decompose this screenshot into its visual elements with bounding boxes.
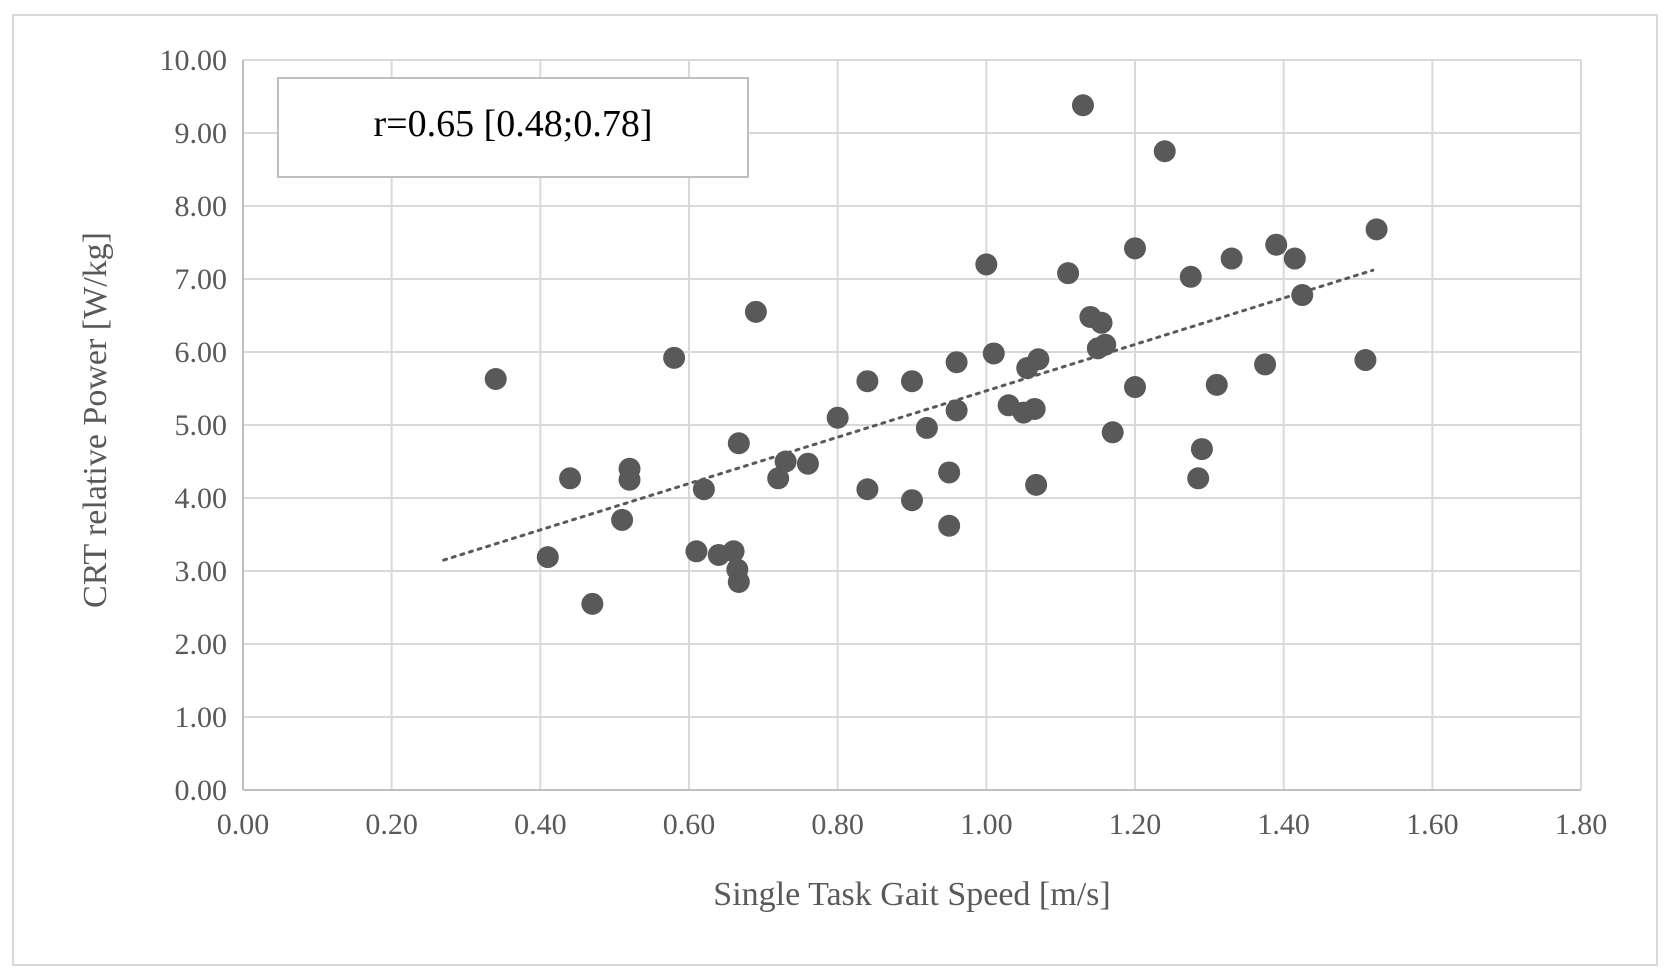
data-point xyxy=(1190,438,1213,461)
x-tick-label: 1.20 xyxy=(1109,808,1162,841)
data-point xyxy=(1205,373,1228,396)
trendline-layer xyxy=(442,268,1375,562)
data-point xyxy=(685,540,708,563)
data-point xyxy=(1283,247,1306,270)
data-point xyxy=(559,467,582,490)
annotation-box: r=0.65 [0.48;0.78] xyxy=(277,77,749,178)
x-tick-label: 1.60 xyxy=(1406,808,1459,841)
data-point xyxy=(826,406,849,429)
data-point xyxy=(1090,311,1113,334)
data-point xyxy=(1291,284,1314,307)
y-tick-label: 6.00 xyxy=(175,336,228,369)
y-tick-label: 0.00 xyxy=(175,774,228,807)
data-point xyxy=(1153,140,1176,163)
data-point xyxy=(1354,349,1377,372)
y-tick-label: 10.00 xyxy=(160,44,228,77)
x-tick-label: 0.60 xyxy=(663,808,716,841)
y-tick-label: 9.00 xyxy=(175,117,228,150)
data-point xyxy=(1023,397,1046,420)
y-axis-title: CRT relative Power [W/kg] xyxy=(77,232,114,608)
data-point xyxy=(1094,333,1117,356)
data-point xyxy=(1124,237,1146,260)
data-point xyxy=(727,570,750,593)
correlation-annotation: r=0.65 [0.48;0.78] xyxy=(374,103,653,145)
x-tick-label: 1.00 xyxy=(960,808,1013,841)
data-point xyxy=(484,368,507,391)
data-point xyxy=(692,478,715,501)
data-point xyxy=(856,370,879,393)
trendline xyxy=(442,268,1375,562)
y-tick-label: 8.00 xyxy=(175,190,228,223)
data-point xyxy=(1057,262,1080,285)
y-tick-labels: 0.00 1.00 2.00 3.00 4.00 5.00 6.00 7.00 8.00 9.00… xyxy=(160,44,228,807)
data-point xyxy=(581,592,604,615)
x-tick-label: 1.80 xyxy=(1555,808,1608,841)
data-point xyxy=(982,342,1005,365)
data-point xyxy=(915,416,938,439)
data-points xyxy=(484,94,1388,615)
x-tick-labels: 0.00 0.20 0.40 0.60 0.80 1.00 1.20 1.40 1.60 1.80 xyxy=(217,808,1608,841)
data-point xyxy=(744,300,767,323)
x-tick-label: 0.80 xyxy=(811,808,864,841)
data-point xyxy=(1187,467,1210,490)
data-point xyxy=(663,346,686,369)
y-tick-label: 4.00 xyxy=(175,482,228,515)
data-point xyxy=(1365,218,1388,241)
axes xyxy=(242,60,1581,791)
data-point xyxy=(945,399,968,422)
data-point xyxy=(611,508,634,531)
x-tick-label: 0.40 xyxy=(514,808,567,841)
data-point xyxy=(856,478,879,501)
data-point xyxy=(1179,265,1202,288)
data-point xyxy=(938,461,961,484)
data-point xyxy=(901,489,923,512)
annotation-frame xyxy=(277,77,749,178)
y-tick-label: 5.00 xyxy=(175,409,228,442)
y-tick-label: 1.00 xyxy=(175,701,228,734)
data-point xyxy=(774,450,797,473)
data-point xyxy=(727,432,750,455)
data-point xyxy=(1124,376,1146,399)
data-point xyxy=(945,351,968,374)
data-point xyxy=(1220,247,1243,270)
data-point xyxy=(767,467,790,490)
y-tick-label: 3.00 xyxy=(175,555,228,588)
x-tick-label: 0.20 xyxy=(365,808,418,841)
data-point xyxy=(975,253,998,276)
y-tick-label: 2.00 xyxy=(175,628,228,661)
data-point xyxy=(722,540,745,563)
x-tick-label: 0.00 xyxy=(217,808,270,841)
data-point xyxy=(796,452,819,475)
data-point xyxy=(1071,94,1094,117)
data-point xyxy=(1101,421,1124,444)
y-tick-label: 7.00 xyxy=(175,263,228,296)
data-point xyxy=(938,514,961,537)
data-point xyxy=(618,468,641,491)
data-point xyxy=(1027,348,1050,371)
data-point xyxy=(1254,353,1277,376)
x-axis-title: Single Task Gait Speed [m/s] xyxy=(713,876,1110,913)
data-point xyxy=(1025,473,1048,496)
x-tick-label: 1.40 xyxy=(1257,808,1310,841)
data-point xyxy=(1265,233,1288,256)
data-point xyxy=(536,546,559,569)
data-point xyxy=(901,370,923,393)
